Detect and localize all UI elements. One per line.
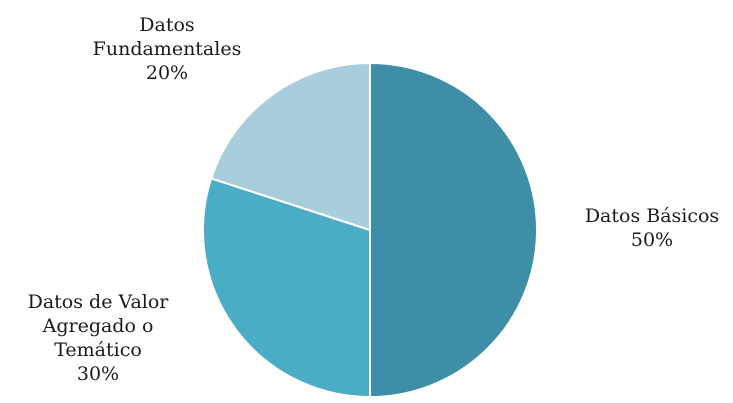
pie-labels: Datos Básicos 50% Datos de Valor Agregado o… xyxy=(28,14,720,385)
slice-name-line: Datos de Valor xyxy=(28,291,170,313)
slice-name-line: Temático xyxy=(54,339,142,361)
slice-value-label: 30% xyxy=(77,363,119,385)
slice-name-line: Datos Básicos xyxy=(585,205,719,227)
pie-slice-3 xyxy=(209,61,371,232)
slice-label-1: Datos Básicos 50% xyxy=(585,205,719,251)
slice-value-label: 20% xyxy=(146,62,188,84)
pie-slice-1 xyxy=(369,61,538,399)
pie-slice-2 xyxy=(201,177,371,399)
slice-value-label: 50% xyxy=(631,229,673,251)
slice-label-3: Datos Fundamentales 20% xyxy=(93,14,242,84)
pie-slices xyxy=(201,61,538,399)
slice-label-2: Datos de Valor Agregado o Temático 30% xyxy=(28,291,170,385)
slice-name-line: Datos xyxy=(139,14,194,36)
slice-name-line: Fundamentales xyxy=(93,38,242,60)
slice-name-line: Agregado o xyxy=(42,315,154,337)
